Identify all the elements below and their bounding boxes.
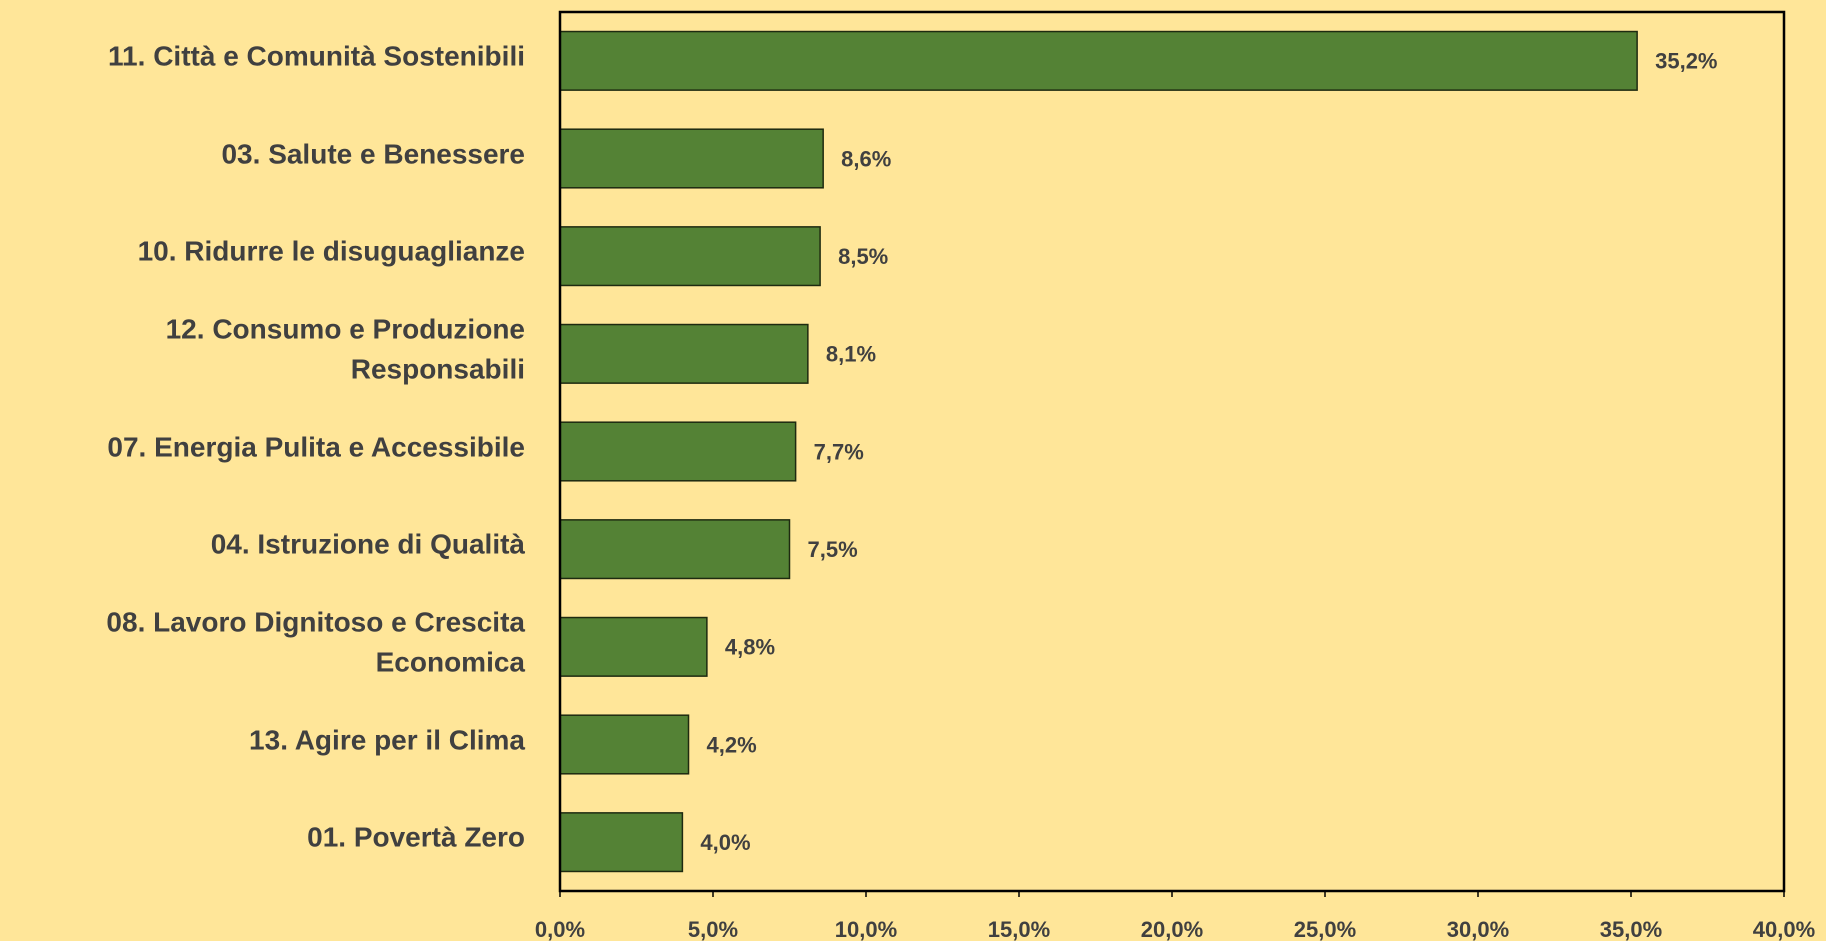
x-tick-label: 10,0% [835,917,897,941]
bar [559,323,809,384]
x-tick-label: 0,0% [535,917,585,941]
bar [559,30,1638,91]
x-tick-label: 35,0% [1600,917,1662,941]
y-tick-label: 08. Lavoro Dignitoso e Crescita Economic… [106,606,525,678]
y-tick-label: 12. Consumo e Produzione Responsabili [165,313,525,385]
value-label: 7,7% [814,439,864,464]
value-label: 4,2% [707,732,757,757]
bar [559,519,791,580]
x-tick-label: 30,0% [1447,917,1509,941]
x-tick-label: 5,0% [688,917,738,941]
y-tick-label: 11. Città e Comunità Sostenibili [108,40,525,72]
value-label: 35,2% [1655,49,1717,74]
bar [559,421,797,482]
value-label: 4,8% [725,635,775,660]
value-label: 8,1% [826,342,876,367]
value-label: 8,5% [838,244,888,269]
bar [559,616,708,677]
value-label: 4,0% [700,830,750,855]
bar [559,226,821,287]
y-tick-label: 04. Istruzione di Qualità [210,528,525,560]
y-tick-label: 13. Agire per il Clima [249,724,525,756]
y-tick-label: 10. Ridurre le disuguaglianze [137,235,525,267]
bar [559,714,690,775]
x-tick-label: 40,0% [1753,917,1815,941]
bar [559,128,824,189]
x-tick-label: 15,0% [988,917,1050,941]
bar [559,812,684,873]
x-tick-label: 25,0% [1294,917,1356,941]
plot-frame [558,10,1786,893]
y-tick-label: 01. Povertà Zero [307,821,525,853]
y-tick-label: 03. Salute e Benessere [221,138,525,170]
value-label: 8,6% [841,146,891,171]
y-tick-label: 07. Energia Pulita e Accessibile [107,431,525,463]
x-tick-label: 20,0% [1141,917,1203,941]
value-label: 7,5% [808,537,858,562]
